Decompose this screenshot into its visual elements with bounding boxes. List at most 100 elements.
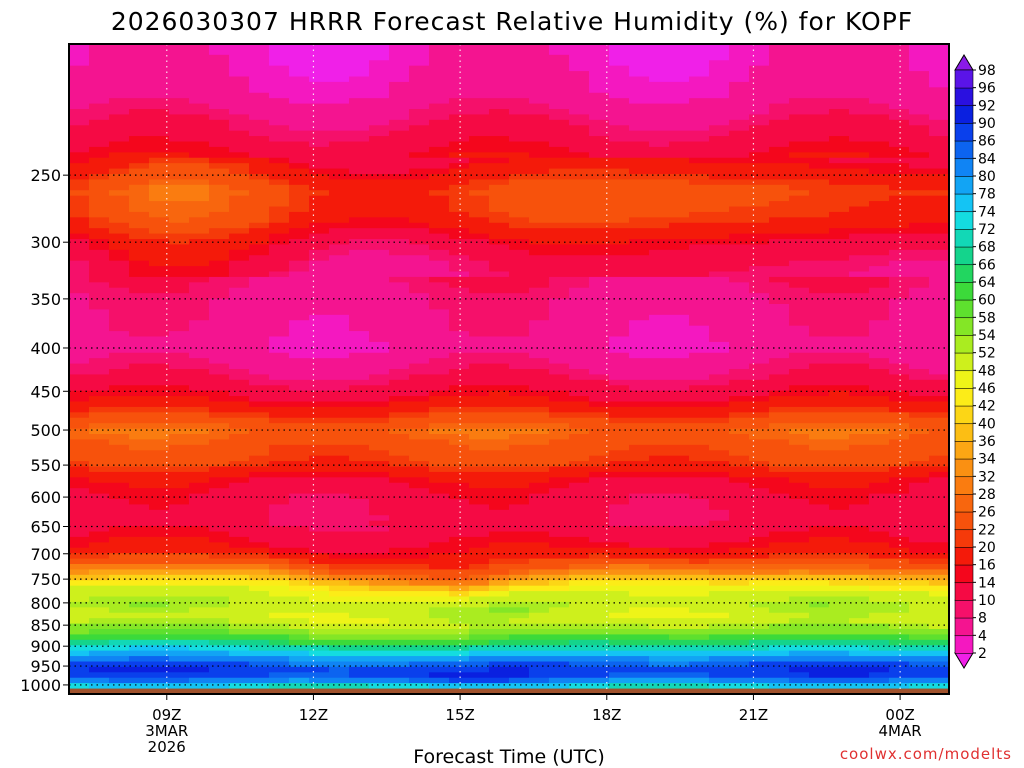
rh-cell: [289, 591, 310, 598]
rh-cell: [69, 184, 90, 191]
rh-cell: [769, 109, 790, 116]
rh-cell: [249, 109, 270, 116]
rh-cell: [589, 536, 610, 543]
rh-cell: [129, 314, 150, 321]
rh-cell: [69, 390, 90, 397]
rh-cell: [669, 228, 690, 235]
rh-cell: [409, 612, 430, 619]
rh-cell: [869, 656, 890, 663]
rh-cell: [409, 184, 430, 191]
rh-cell: [129, 477, 150, 484]
rh-cell: [849, 211, 870, 218]
rh-cell: [389, 347, 410, 354]
rh-cell: [869, 125, 890, 132]
rh-cell: [529, 81, 550, 88]
rh-cell: [289, 656, 310, 663]
rh-cell: [829, 103, 850, 110]
rh-cell: [389, 141, 410, 148]
rh-cell: [469, 222, 490, 229]
rh-cell: [389, 396, 410, 403]
rh-cell: [809, 515, 830, 522]
rh-cell: [129, 504, 150, 511]
rh-cell: [529, 428, 550, 435]
rh-cell: [149, 287, 170, 294]
rh-cell: [609, 504, 630, 511]
rh-cell: [709, 645, 730, 652]
rh-cell: [189, 406, 210, 413]
rh-cell: [249, 44, 270, 51]
rh-cell: [509, 114, 530, 121]
rh-cell: [809, 168, 830, 175]
rh-cell: [269, 206, 290, 213]
rh-cell: [709, 136, 730, 143]
rh-cell: [229, 639, 250, 646]
rh-cell: [389, 553, 410, 560]
rh-cell: [89, 314, 110, 321]
rh-cell: [889, 358, 910, 365]
rh-cell: [469, 255, 490, 262]
rh-cell: [329, 217, 350, 224]
rh-cell: [129, 526, 150, 533]
rh-cell: [729, 488, 750, 495]
rh-cell: [369, 618, 390, 625]
rh-cell: [269, 157, 290, 164]
rh-cell: [649, 325, 670, 332]
rh-cell: [629, 119, 650, 126]
rh-cell: [509, 266, 530, 273]
rh-cell: [849, 363, 870, 370]
rh-cell: [469, 461, 490, 468]
rh-cell: [629, 304, 650, 311]
rh-cell: [649, 201, 670, 208]
rh-cell: [869, 282, 890, 289]
rh-cell: [809, 574, 830, 581]
rh-cell: [249, 331, 270, 338]
rh-cell: [809, 434, 830, 441]
rh-cell: [589, 461, 610, 468]
rh-cell: [669, 412, 690, 419]
rh-cell: [809, 677, 830, 684]
rh-cell: [109, 553, 130, 560]
rh-cell: [489, 114, 510, 121]
rh-cell: [449, 439, 470, 446]
rh-cell: [509, 163, 530, 170]
rh-cell: [409, 629, 430, 636]
rh-cell: [869, 109, 890, 116]
rh-cell: [209, 222, 230, 229]
rh-cell: [829, 531, 850, 538]
rh-cell: [329, 293, 350, 300]
rh-cell: [149, 618, 170, 625]
rh-cell: [429, 607, 450, 614]
rh-cell: [889, 309, 910, 316]
rh-cell: [129, 190, 150, 197]
rh-cell: [309, 661, 330, 668]
rh-cell: [789, 564, 810, 571]
rh-cell: [509, 499, 530, 506]
rh-cell: [89, 385, 110, 392]
rh-cell: [669, 444, 690, 451]
rh-cell: [309, 157, 330, 164]
rh-cell: [289, 336, 310, 343]
rh-cell: [89, 217, 110, 224]
rh-cell: [829, 369, 850, 376]
rh-cell: [89, 233, 110, 240]
rh-cell: [269, 109, 290, 116]
rh-cell: [469, 363, 490, 370]
rh-cell: [849, 509, 870, 516]
rh-cell: [429, 639, 450, 646]
rh-cell: [349, 190, 370, 197]
rh-cell: [529, 650, 550, 657]
rh-cell: [209, 136, 230, 143]
rh-cell: [109, 157, 130, 164]
rh-cell: [369, 520, 390, 527]
rh-cell: [149, 233, 170, 240]
rh-cell: [89, 629, 110, 636]
rh-cell: [649, 336, 670, 343]
rh-cell: [249, 623, 270, 630]
rh-cell: [129, 92, 150, 99]
rh-cell: [289, 428, 310, 435]
rh-cell: [629, 87, 650, 94]
rh-cell: [689, 282, 710, 289]
rh-cell: [229, 81, 250, 88]
rh-cell: [689, 125, 710, 132]
rh-cell: [589, 612, 610, 619]
